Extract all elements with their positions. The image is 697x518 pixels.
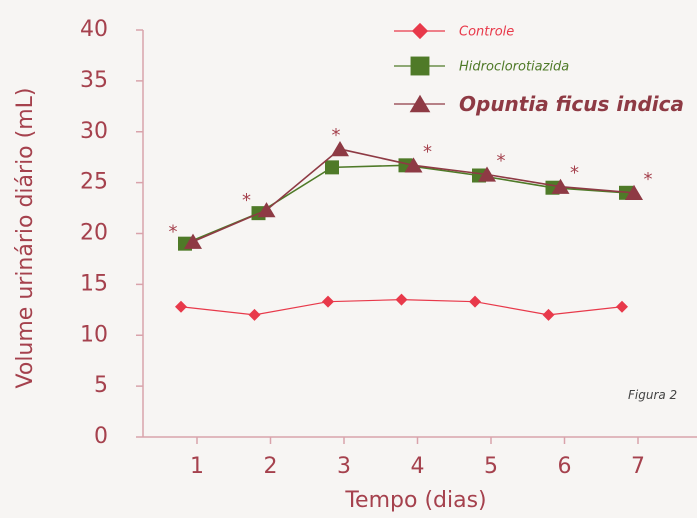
significance-star: *: [644, 169, 653, 190]
data-point: [404, 157, 423, 173]
data-point: [325, 160, 339, 175]
series-layer: * * * * * * *: [169, 125, 653, 321]
legend-marker: [411, 22, 429, 40]
significance-star: *: [423, 141, 432, 162]
x-tick-label: 1: [190, 454, 204, 479]
significance-star: *: [242, 190, 251, 211]
significance-star: *: [570, 163, 579, 184]
legend-marker: [409, 94, 431, 113]
y-tick-label: 35: [80, 68, 108, 93]
legend-item: Opuntia ficus indica: [394, 92, 684, 116]
figure-caption: Figura 2: [628, 388, 677, 402]
y-tick-label: 10: [80, 322, 108, 347]
data-point: [395, 293, 408, 306]
series-diamond: [175, 293, 628, 321]
data-point: [322, 295, 334, 308]
legend-label: Opuntia ficus indica: [459, 92, 684, 116]
x-tick-label: 2: [264, 454, 278, 479]
data-point: [469, 295, 481, 308]
data-point: [542, 308, 555, 321]
significance-star: *: [332, 125, 341, 146]
legend-item: Controle: [394, 22, 514, 40]
data-point: [478, 166, 496, 182]
data-point: [331, 141, 349, 157]
x-tick-label: 7: [631, 454, 645, 479]
y-tick-label: 5: [94, 373, 108, 398]
data-point: [184, 233, 202, 249]
series-line: [184, 164, 627, 245]
y-tick-label: 30: [80, 119, 108, 144]
data-point: [625, 184, 643, 200]
y-tick-label: 40: [80, 17, 108, 42]
significance-star: *: [169, 222, 178, 243]
x-tick-label: 4: [411, 454, 425, 479]
x-axis-title: Tempo (dias): [344, 488, 486, 513]
x-ticks: 1 2 3 4 5 6 7: [190, 437, 645, 479]
legend-label: Hidroclorotiazida: [459, 60, 569, 75]
data-point: [248, 308, 261, 321]
y-tick-label: 20: [80, 221, 108, 246]
data-point: [616, 300, 628, 313]
y-axis-title: Volume urinário diário (mL): [13, 88, 38, 389]
y-ticks: 0 5 10 15 20 25 30 35 40: [80, 17, 143, 449]
significance-star: *: [497, 150, 506, 171]
x-tick-label: 6: [558, 454, 572, 479]
x-tick-label: 5: [484, 454, 498, 479]
legend-label: Controle: [459, 25, 514, 40]
legend-item: Hidroclorotiazida: [394, 56, 569, 76]
y-tick-label: 15: [80, 271, 108, 296]
data-point: [175, 300, 187, 313]
data-point: [551, 178, 570, 194]
data-point: [257, 202, 276, 218]
series-triangle: * * * * * * *: [169, 125, 653, 249]
x-tick-label: 3: [337, 454, 351, 479]
legend: Controle Hidroclorotiazida Opuntia ficus i…: [394, 22, 684, 116]
legend-marker: [410, 56, 430, 76]
y-tick-label: 0: [94, 424, 108, 449]
y-tick-label: 25: [80, 170, 108, 195]
